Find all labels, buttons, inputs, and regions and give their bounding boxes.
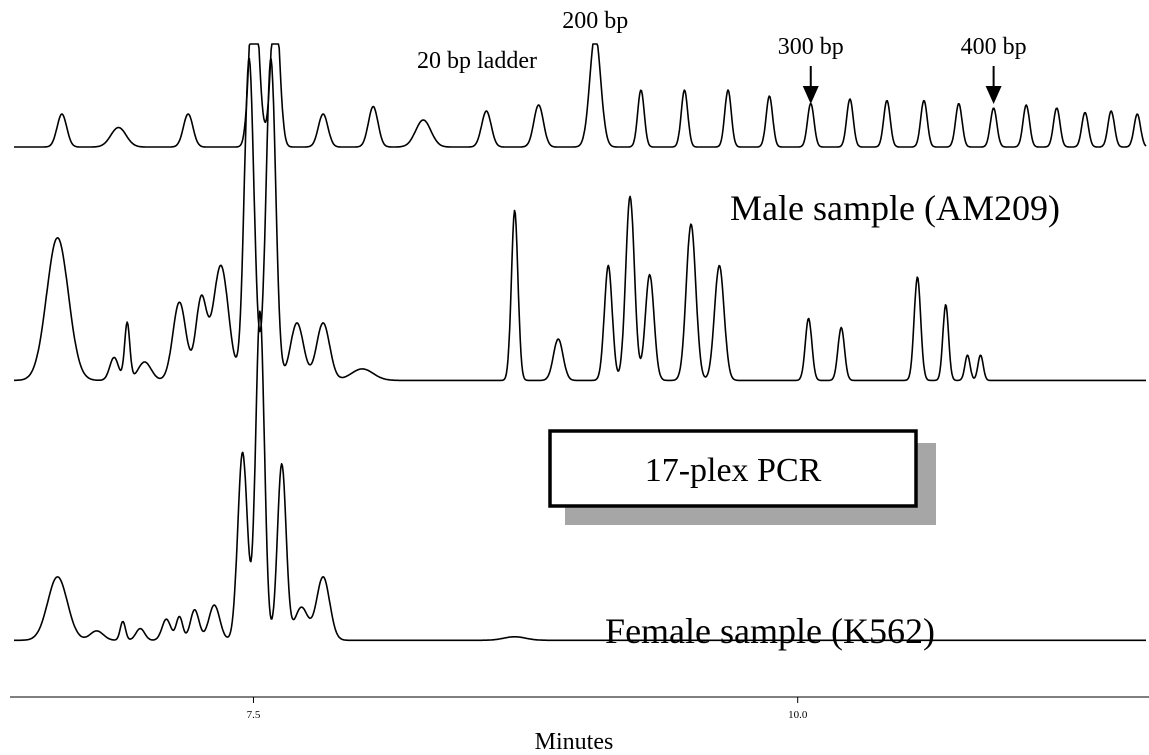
- x-tick-label-1: 7.5: [247, 709, 261, 721]
- annotation-box: 17-plex PCR: [548, 429, 936, 525]
- x-axis-label: Minutes: [535, 729, 614, 755]
- bp-marker-label-1: 200 bp: [562, 8, 628, 34]
- x-ticks-group: 7.5 10.0: [247, 697, 808, 721]
- traces-group: [13, 43, 1147, 642]
- series-label-male: Male sample (AM209): [730, 188, 1060, 228]
- bp-marker-arrow-head-3: [985, 86, 1002, 104]
- x-axis: 7.5 10.0 Minutes: [10, 696, 1149, 755]
- series-labels-group: 20 bp ladder Male sample (AM209) Female sa…: [417, 48, 1060, 651]
- series-label-ladder: 20 bp ladder: [417, 48, 537, 74]
- series-trace-1: [14, 43, 1147, 148]
- bp-marker-label-3: 400 bp: [961, 34, 1027, 60]
- series-label-female: Female sample (K562): [605, 611, 935, 651]
- annotations-group: 200 bp 300 bp 400 bp: [562, 8, 1027, 104]
- annotation-box-frame: [548, 429, 918, 508]
- annotation-box-label: 17-plex PCR: [645, 452, 822, 489]
- series-trace-3: [14, 310, 1146, 642]
- x-tick-label-2: 10.0: [788, 709, 808, 721]
- series-trace-2: [13, 57, 1146, 382]
- bp-marker-label-2: 300 bp: [778, 34, 844, 60]
- bp-marker-arrow-head-2: [802, 86, 819, 104]
